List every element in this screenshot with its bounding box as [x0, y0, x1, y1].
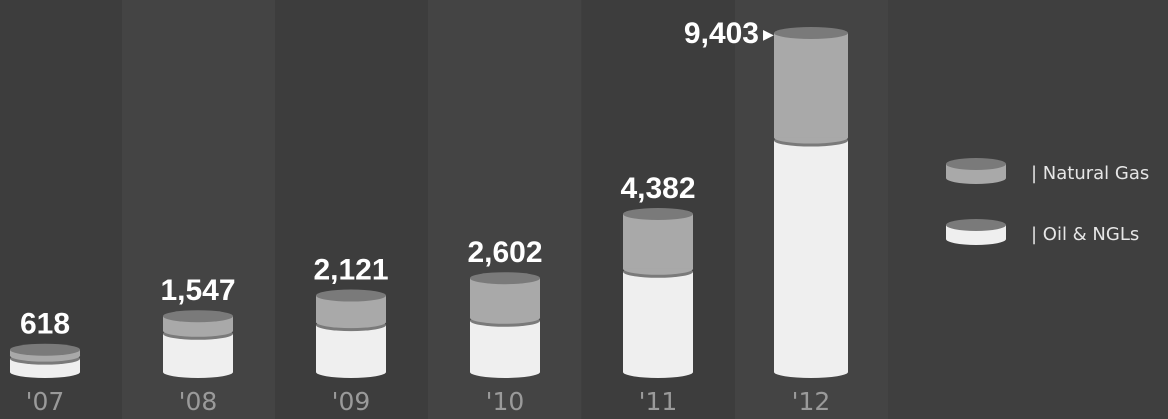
bar-oil-ngls [316, 319, 386, 378]
legend-swatch [946, 219, 1006, 245]
bar-oil-ngls-body [163, 333, 233, 372]
bar-natural-gas [623, 208, 693, 275]
legend-swatch-top [946, 219, 1006, 231]
bar-oil-ngls-body [623, 271, 693, 372]
bar-natural-gas [10, 343, 80, 362]
x-tick-label: '12 [792, 387, 831, 416]
bar-natural-gas [316, 289, 386, 329]
data-label: 2,121 [313, 254, 388, 287]
bar-natural-gas-top [10, 343, 80, 356]
legend-item-natural-gas: | Natural Gas [946, 158, 1149, 184]
bar-oil-ngls [774, 134, 848, 378]
legend-label: | Natural Gas [1031, 163, 1149, 184]
legend-item-oil-ngls: | Oil & NGLs [946, 219, 1139, 245]
bar-natural-gas-top [470, 272, 540, 285]
bar-oil-ngls [623, 265, 693, 378]
data-label: 1,547 [160, 274, 235, 307]
legend-label: | Oil & NGLs [1031, 224, 1139, 245]
bar-natural-gas-top [774, 27, 848, 39]
bar-natural-gas-top [163, 310, 233, 323]
bar-natural-gas-top [623, 208, 693, 221]
bar-oil-ngls-body [470, 320, 540, 372]
bar-natural-gas [470, 272, 540, 324]
legend-swatch [946, 158, 1006, 184]
data-label: 4,382 [620, 172, 695, 205]
data-label: 9,403 [684, 17, 759, 50]
bar-natural-gas-body [623, 214, 693, 269]
bar-natural-gas [774, 27, 848, 144]
bar-natural-gas-top [316, 289, 386, 302]
bar-natural-gas-body [470, 278, 540, 318]
data-label: 618 [20, 308, 70, 341]
x-tick-label: '11 [639, 387, 678, 416]
legend-swatch-top [946, 158, 1006, 170]
legend: | Natural Gas | Oil & NGLs [946, 158, 1149, 245]
bar-oil-ngls-body [774, 140, 848, 372]
bar-oil-ngls [470, 314, 540, 378]
x-tick-label: '08 [179, 387, 218, 416]
bar-natural-gas-body [774, 33, 848, 138]
x-tick-label: '09 [332, 387, 371, 416]
highlight-arrow-icon: ▶ [763, 27, 774, 43]
background-panels [0, 0, 888, 419]
data-label: 2,602 [467, 236, 542, 269]
bar-oil-ngls-body [316, 325, 386, 372]
bar-natural-gas [163, 310, 233, 337]
x-tick-label: '10 [486, 387, 525, 416]
x-tick-label: '07 [26, 387, 65, 416]
